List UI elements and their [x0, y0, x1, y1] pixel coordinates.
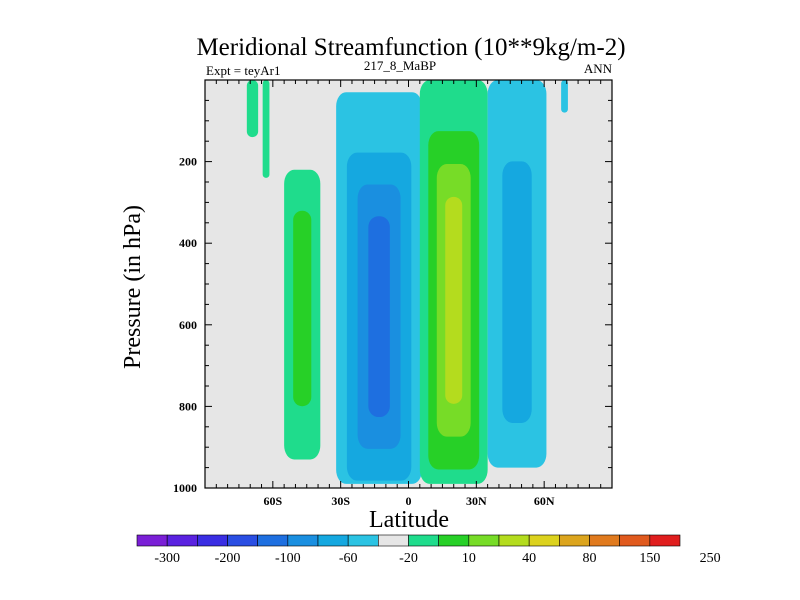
- colorbar-label: -200: [215, 551, 241, 566]
- cell-nh-ferrel: [487, 80, 547, 468]
- colorbar-swatch: [438, 534, 470, 547]
- cell-nh-hadley: [419, 80, 488, 484]
- colorbar-swatch: [347, 534, 379, 547]
- x-tick-label: 30S: [331, 494, 350, 508]
- colorbar-swatch: [166, 534, 198, 547]
- cell-sh-hadley: [336, 92, 423, 484]
- colorbar-swatch: [227, 534, 258, 547]
- colorbar-swatch: [559, 534, 590, 547]
- y-tick-label: 200: [179, 155, 197, 169]
- x-tick-label: 30N: [466, 494, 487, 508]
- y-tick-label: 1000: [173, 481, 197, 495]
- x-tick-label: 60N: [534, 494, 555, 508]
- x-tick-label: 60S: [263, 494, 282, 508]
- colorbar-label: -60: [339, 551, 358, 566]
- colorbar-swatch: [528, 534, 560, 547]
- contour-level: [368, 216, 390, 418]
- contour-level: [262, 80, 270, 178]
- chart-title: Meridional Streamfunction (10**9kg/m-2): [196, 34, 625, 61]
- colorbar-label: -300: [154, 551, 180, 566]
- colorbar-swatch: [408, 534, 439, 547]
- cell-nh-polar: [561, 80, 568, 113]
- contour-level: [561, 80, 568, 113]
- y-tick-label: 800: [179, 399, 197, 413]
- period-label: 217_8_MaBP: [364, 58, 436, 73]
- y-axis-title: Pressure (in hPa): [120, 205, 146, 369]
- cell-sh-polar-wisp: [262, 80, 270, 178]
- y-tick-label: 600: [179, 318, 197, 332]
- x-tick-label: 0: [406, 494, 412, 508]
- colorbar-swatch: [468, 534, 500, 547]
- colorbar-swatch: [378, 534, 409, 547]
- colorbar-label: 80: [583, 551, 597, 566]
- colorbar-swatch: [136, 534, 168, 547]
- contour-level: [502, 161, 532, 423]
- colorbar-swatch: [649, 534, 681, 547]
- colorbar-label: 10: [462, 551, 476, 566]
- contour-cells: [246, 80, 568, 484]
- colorbar-swatch: [197, 534, 228, 547]
- colorbar-swatch: [619, 534, 651, 547]
- colorbar: -300 -200 -100 -60 -20 10 40 80 150 250: [136, 534, 721, 566]
- axes: 60S 30S 0 30N 60N 200 400 600 800 1000: [173, 79, 613, 508]
- colorbar-swatch: [589, 534, 620, 547]
- colorbar-swatch: [287, 534, 319, 547]
- cell-sh-polar-thin: [246, 80, 259, 138]
- season-label: ANN: [584, 61, 613, 76]
- y-tick-label: 400: [179, 236, 197, 250]
- colorbar-label: -20: [399, 551, 418, 566]
- colorbar-swatch: [257, 534, 289, 547]
- contour-level: [246, 80, 259, 138]
- x-axis-title: Latitude: [369, 507, 449, 533]
- colorbar-label: -100: [275, 551, 301, 566]
- colorbar-label: 250: [700, 551, 721, 566]
- cell-sh-ferrel: [284, 169, 321, 460]
- colorbar-label: 40: [522, 551, 536, 566]
- contour-level: [445, 196, 463, 404]
- colorbar-swatch: [317, 534, 349, 547]
- colorbar-swatch: [498, 534, 530, 547]
- experiment-label: Expt = teyAr1: [206, 63, 280, 78]
- contour-level: [293, 210, 312, 407]
- colorbar-label: 150: [639, 551, 660, 566]
